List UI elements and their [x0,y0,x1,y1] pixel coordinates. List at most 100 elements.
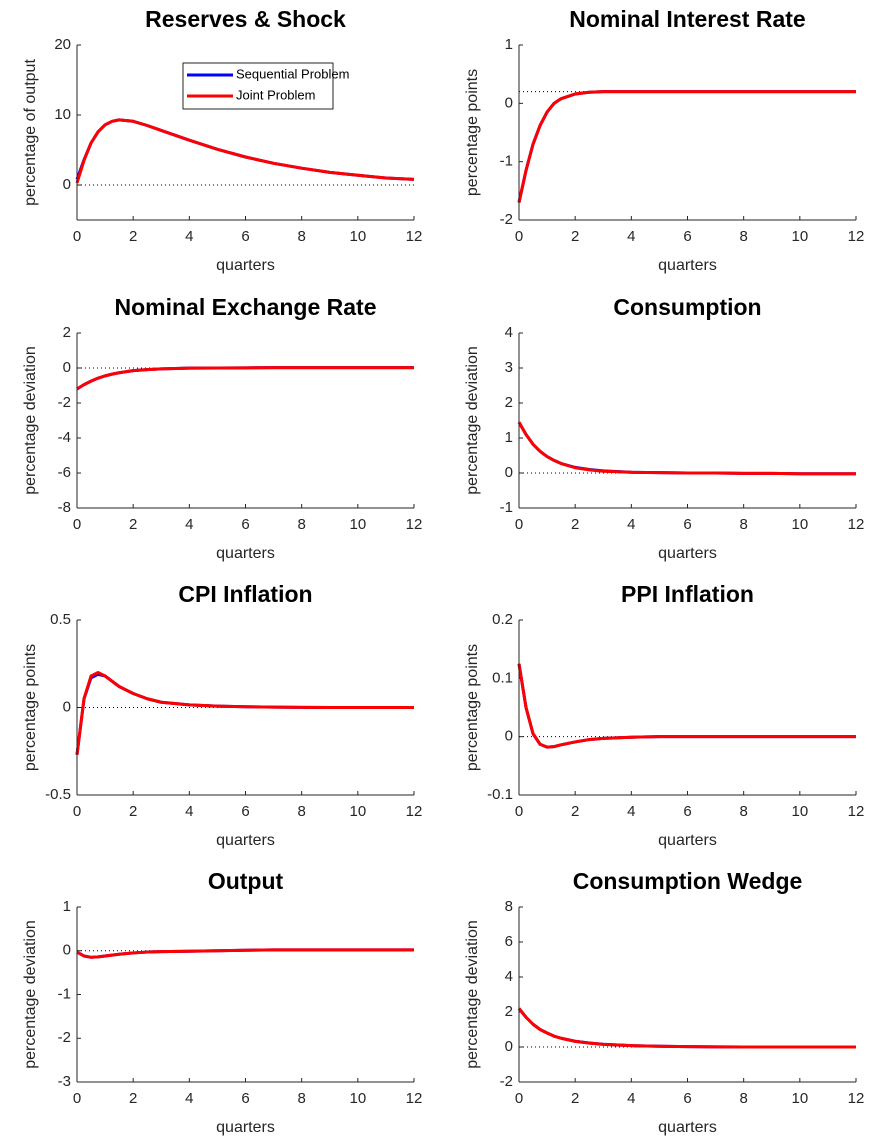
x-tick-label: 4 [627,803,635,820]
x-tick-label: 0 [515,516,523,533]
y-axis-label: percentage points [464,644,481,771]
series-line [75,671,414,755]
y-tick-label: 0 [505,728,513,745]
x-tick-label: 2 [571,228,579,245]
subplot-title: Consumption [613,294,761,320]
x-axis-label: quarters [216,545,275,562]
x-axis-label: quarters [658,1119,717,1136]
x-tick-label: 8 [739,516,747,533]
x-tick-label: 12 [848,228,865,245]
x-tick-label: 8 [739,803,747,820]
x-axis-label: quarters [216,832,275,849]
x-tick-label: 8 [297,516,305,533]
series-line [75,672,414,755]
y-tick-label: 6 [505,933,513,950]
x-tick-label: 4 [627,1090,635,1107]
y-tick-label: 0 [505,94,513,111]
x-tick-label: 0 [515,228,523,245]
y-tick-label: -1 [58,985,71,1002]
y-tick-label: -3 [58,1073,71,1090]
y-tick-label: 3 [505,359,513,376]
y-axis-label: percentage deviation [22,346,39,495]
legend: Sequential Problem Joint Problem [182,62,349,110]
x-tick-label: 0 [73,516,81,533]
y-axis-label: percentage deviation [464,346,481,495]
x-tick-label: 0 [73,228,81,245]
x-tick-label: 12 [848,803,865,820]
x-tick-label: 2 [129,1090,137,1107]
x-tick-label: 4 [185,803,193,820]
y-tick-label: -8 [58,499,71,516]
x-tick-label: 8 [297,1090,305,1107]
y-tick-label: 0 [505,464,513,481]
y-tick-label: 0 [63,176,71,193]
x-tick-label: 0 [515,803,523,820]
x-tick-label: 2 [571,516,579,533]
x-tick-label: 4 [627,228,635,245]
y-tick-label: 10 [54,106,71,123]
y-tick-label: -1 [500,499,513,516]
y-tick-label: 1 [63,898,71,915]
x-axis-label: quarters [658,545,717,562]
y-tick-label: -2 [58,1029,71,1046]
x-axis-label: quarters [658,257,717,274]
series-line [517,663,856,749]
subplot-title: PPI Inflation [621,581,754,607]
x-tick-label: 6 [241,1090,249,1107]
series-line [517,1007,856,1049]
x-tick-label: 0 [73,1090,81,1107]
x-tick-label: 6 [683,228,691,245]
y-axis-label: percentage points [22,644,39,771]
y-tick-label: 2 [505,394,513,411]
subplot: Consumption Wedge quarters percentage devi… [464,868,864,1136]
x-tick-label: 10 [349,803,366,820]
x-tick-label: 10 [349,516,366,533]
subplot: Output quarters percentage deviation 0 2 4 6 8 1… [22,868,422,1136]
x-tick-label: 12 [406,228,423,245]
x-tick-label: 10 [791,1090,808,1107]
x-tick-label: 2 [571,1090,579,1107]
y-tick-label: -2 [500,1073,513,1090]
series-line [75,118,415,181]
x-tick-label: 8 [739,1090,747,1107]
subplot-title: Nominal Exchange Rate [114,294,376,320]
subplot: PPI Inflation quarters percentage points 0 2… [464,581,864,849]
y-tick-label: 2 [505,1003,513,1020]
series-line [75,118,415,184]
y-axis-label: percentage deviation [22,920,39,1069]
y-tick-label: 1 [505,36,513,53]
x-tick-label: 0 [515,1090,523,1107]
series-line [76,366,414,391]
y-tick-label: -1 [500,153,513,170]
x-axis-label: quarters [658,832,717,849]
x-tick-label: 12 [848,516,865,533]
x-tick-label: 10 [349,1090,366,1107]
x-tick-label: 2 [129,803,137,820]
x-tick-label: 10 [791,228,808,245]
y-tick-label: 2 [63,324,71,341]
y-tick-label: 0.1 [492,669,513,686]
y-tick-label: 0 [63,942,71,959]
series-line [76,948,414,959]
subplot-title: Reserves & Shock [145,6,346,32]
y-tick-label: 20 [54,36,71,53]
series-line [517,663,856,749]
subplot: Nominal Exchange Rate quarters percentage … [22,294,422,562]
x-tick-label: 4 [185,1090,193,1107]
y-axis-label: percentage points [464,69,481,196]
y-tick-label: -6 [58,464,71,481]
y-tick-label: -4 [58,429,71,446]
x-tick-label: 6 [683,803,691,820]
x-axis-label: quarters [216,1119,275,1136]
y-tick-label: 0 [63,359,71,376]
x-tick-label: 6 [683,516,691,533]
legend-label: Joint Problem [236,87,315,102]
subplot: CPI Inflation quarters percentage points 0 2… [22,581,422,849]
x-tick-label: 2 [129,516,137,533]
x-tick-label: 10 [791,803,808,820]
y-tick-label: 1 [505,429,513,446]
y-tick-label: -2 [500,211,513,228]
y-tick-label: -0.1 [487,786,513,803]
subplot: Consumption quarters percentage deviation 0… [464,294,864,562]
